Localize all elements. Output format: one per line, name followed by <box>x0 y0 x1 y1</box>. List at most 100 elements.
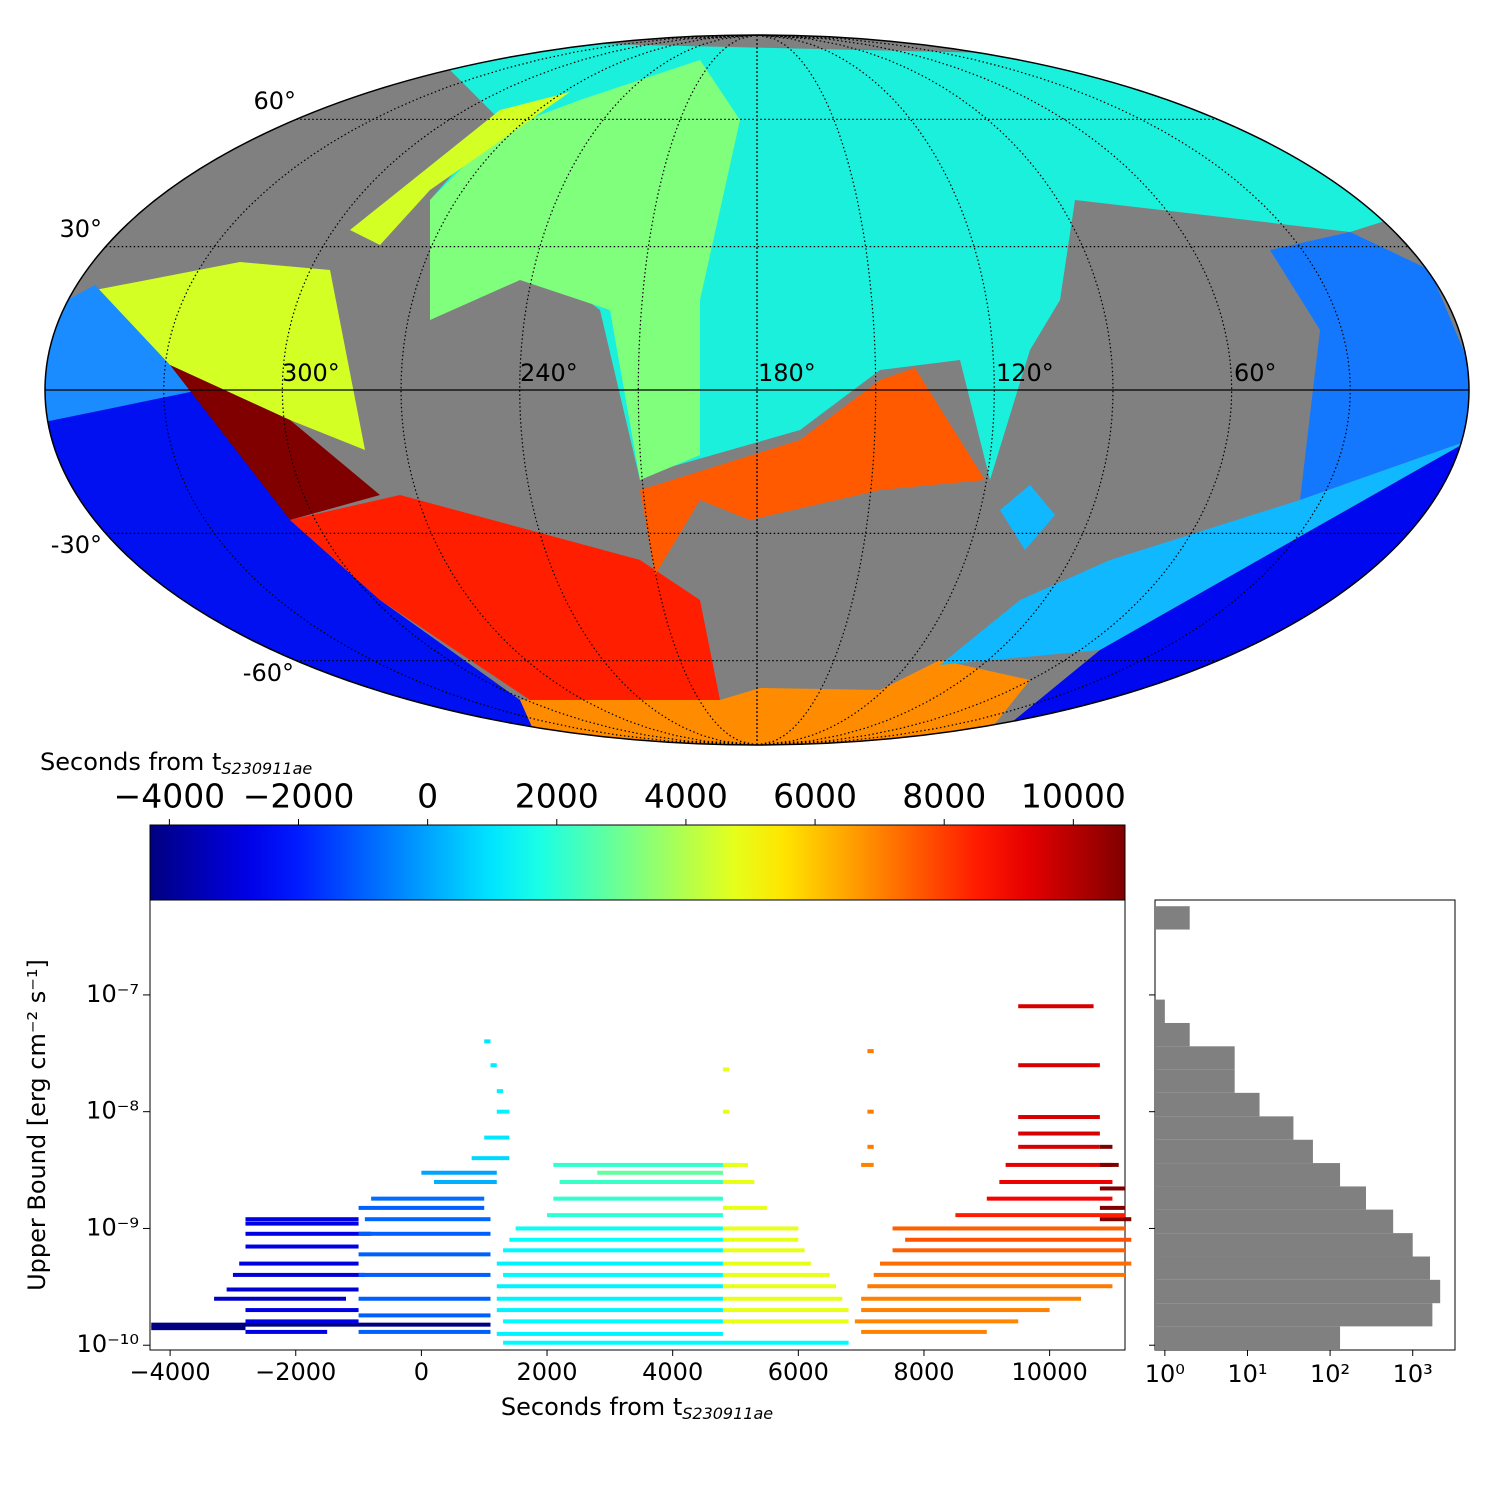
y-axis-label: Upper Bound [erg cm⁻² s⁻¹] <box>23 959 51 1291</box>
region <box>1000 485 1055 550</box>
segment <box>986 1196 1113 1201</box>
segment <box>245 1244 359 1249</box>
region <box>45 390 560 745</box>
sky-map <box>45 35 1469 745</box>
segment <box>358 1313 491 1318</box>
segment <box>854 1319 1019 1324</box>
lon-label: 240° <box>520 359 578 387</box>
segment <box>226 1287 359 1292</box>
hist-bar <box>1155 1256 1431 1280</box>
hist-bar <box>1155 1139 1313 1164</box>
segment <box>214 1296 347 1301</box>
segment <box>559 1179 723 1184</box>
segment <box>905 1237 1132 1242</box>
segment <box>553 1196 723 1201</box>
segment <box>503 1248 723 1253</box>
segment <box>496 1308 723 1313</box>
segment <box>861 1329 987 1334</box>
segment <box>722 1179 755 1184</box>
lon-label: 120° <box>996 359 1054 387</box>
segment <box>484 1039 491 1044</box>
segment <box>515 1226 723 1231</box>
hist-bar <box>1155 1186 1366 1210</box>
segment <box>496 1331 723 1336</box>
y-tick-label: 10⁻¹⁰ <box>77 1330 139 1358</box>
segment <box>245 1319 359 1324</box>
segment <box>722 1284 837 1289</box>
colorbar-tick-label: 10000 <box>1021 777 1126 816</box>
x-axis-label-sub: S230911ae <box>682 1404 773 1423</box>
segment <box>722 1248 805 1253</box>
segment <box>1099 1217 1132 1222</box>
segment <box>861 1162 874 1167</box>
segment <box>496 1296 723 1301</box>
segment <box>1099 1205 1125 1210</box>
segment <box>722 1067 730 1072</box>
region <box>95 262 365 450</box>
x-tick-label: 10000 <box>1011 1358 1087 1386</box>
segment <box>245 1231 372 1236</box>
segment <box>867 1284 1113 1289</box>
y-tick-label: 10⁻⁹ <box>86 1213 139 1241</box>
segment <box>433 1179 497 1184</box>
meridian <box>756 35 995 745</box>
region <box>640 368 985 575</box>
segment <box>722 1319 849 1324</box>
x-tick-label: 2000 <box>516 1358 577 1386</box>
segment <box>867 1144 874 1149</box>
colorbar-tick-label: 2000 <box>515 777 599 816</box>
segment <box>879 1261 1132 1266</box>
segment <box>722 1261 811 1266</box>
x-tick-label: 10⁰ <box>1145 1360 1185 1388</box>
colorbar-label-text: Seconds from t <box>40 748 221 776</box>
y-tick-label: 10⁻⁷ <box>86 980 139 1008</box>
x-tick-label: 10¹ <box>1227 1360 1267 1388</box>
segment <box>232 1272 365 1277</box>
segment <box>245 1221 359 1226</box>
lat-label: 30° <box>59 215 102 243</box>
x-tick-label: −2000 <box>255 1358 336 1386</box>
segment <box>597 1170 723 1175</box>
hist-bar <box>1155 1163 1341 1187</box>
hist-bar <box>1155 1233 1413 1257</box>
region <box>170 365 380 520</box>
segment <box>892 1226 1125 1231</box>
lat-label: 60° <box>253 87 296 115</box>
segment <box>1018 1131 1100 1136</box>
region <box>940 440 1469 665</box>
segment <box>861 1308 1050 1313</box>
main-axes <box>149 899 1126 1351</box>
segment <box>490 1063 497 1068</box>
hist-bar <box>1155 1092 1260 1117</box>
x-tick-label: 6000 <box>768 1358 829 1386</box>
hist-bar <box>1155 1022 1190 1047</box>
segment <box>722 1296 843 1301</box>
segment <box>358 1329 491 1334</box>
region <box>990 440 1469 740</box>
x-tick-label: 0 <box>414 1358 429 1386</box>
segment <box>358 1272 491 1277</box>
segment <box>722 1109 730 1114</box>
segment <box>245 1329 328 1334</box>
segment <box>722 1308 849 1313</box>
segment <box>861 1296 1082 1301</box>
segment <box>371 1196 485 1201</box>
meridian <box>637 35 758 745</box>
x-tick-label: 10² <box>1310 1360 1350 1388</box>
region <box>430 60 740 480</box>
x-axis-label: Seconds from tS230911ae <box>501 1393 773 1423</box>
segment <box>503 1319 723 1324</box>
hist-bar <box>1155 1303 1433 1327</box>
hist-bar <box>1155 999 1165 1023</box>
lon-label: 300° <box>282 359 340 387</box>
segment <box>496 1284 723 1289</box>
segment <box>151 1322 491 1327</box>
map-outline <box>44 34 1470 746</box>
segment <box>1099 1144 1113 1149</box>
lon-label: 180° <box>758 359 816 387</box>
hist-bar <box>1155 1326 1341 1350</box>
colorbar-tick-label: 6000 <box>773 777 857 816</box>
hist-bar <box>1155 1279 1441 1304</box>
hist-bar <box>1155 1209 1394 1234</box>
